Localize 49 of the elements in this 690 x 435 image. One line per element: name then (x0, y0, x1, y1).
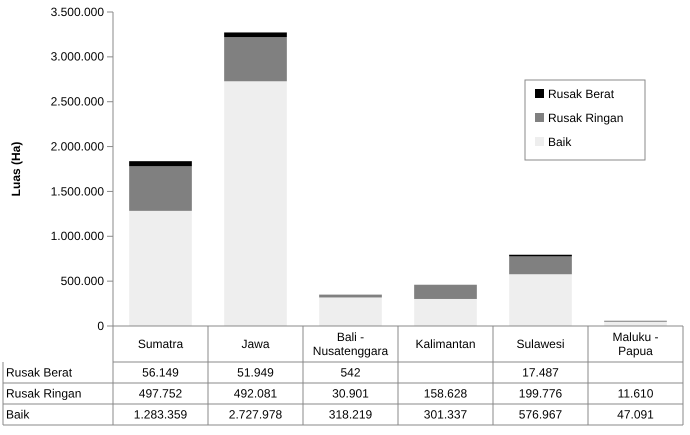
bar (509, 256, 572, 274)
bar (319, 294, 382, 298)
bar (414, 284, 477, 299)
bar (224, 32, 287, 38)
bar (129, 210, 192, 326)
legend-label: Baik (548, 135, 572, 149)
data-label: 199.776 (518, 386, 563, 400)
bar (224, 81, 287, 326)
x-tick-label: Kalimantan (415, 337, 476, 351)
bar (224, 37, 287, 82)
text: Baik (6, 408, 30, 422)
legend-label: Rusak Ringan (548, 111, 624, 125)
x-tick-label: Sulawesi (516, 337, 565, 351)
y-tick-label: 1.000.000 (50, 229, 104, 244)
bar (129, 166, 192, 211)
data-label: 56.149 (142, 366, 180, 380)
data-label: 492.081 (234, 386, 278, 400)
data-label: 17.487 (522, 366, 560, 380)
x-tick-label: Bali - Nusatenggara (312, 330, 389, 358)
y-axis-title: Luas (Ha) (9, 142, 23, 196)
data-label: 158.628 (424, 386, 468, 400)
y-tick-label: 3.500.000 (50, 4, 104, 19)
data-label: 2.727.978 (228, 408, 283, 422)
data-label: 30.901 (332, 386, 370, 400)
data-label: 318.219 (328, 408, 373, 422)
y-tick-label: 3.000.000 (50, 50, 104, 64)
bar (129, 161, 192, 166)
text: Rusak Ringan (6, 386, 82, 400)
y-tick-label: 2.000.000 (50, 139, 104, 154)
data-label: 301.337 (424, 408, 468, 422)
data-label: 542 (340, 366, 361, 380)
text: Rusak Berat (6, 366, 72, 380)
bar (319, 297, 382, 326)
data-label: 576.967 (518, 408, 563, 422)
y-tick-label: 500.000 (60, 274, 104, 288)
y-tick-label: 0 (97, 318, 104, 333)
x-tick-label: Jawa (241, 337, 270, 351)
bar (509, 274, 572, 326)
x-tick-label: Sumatra (138, 337, 184, 351)
data-label: 47.091 (617, 408, 654, 422)
data-label: 1.283.359 (134, 408, 188, 422)
y-tick-label: 1.500.000 (50, 184, 104, 198)
data-label: 497.752 (138, 386, 183, 400)
bar (414, 298, 477, 326)
legend-label: Rusak Berat (548, 87, 615, 101)
x-tick-label: Maluku - Papua (612, 330, 659, 358)
data-label: 11.610 (618, 386, 654, 400)
y-tick-label: 2.500.000 (50, 94, 104, 109)
data-label: 51.949 (237, 366, 274, 380)
